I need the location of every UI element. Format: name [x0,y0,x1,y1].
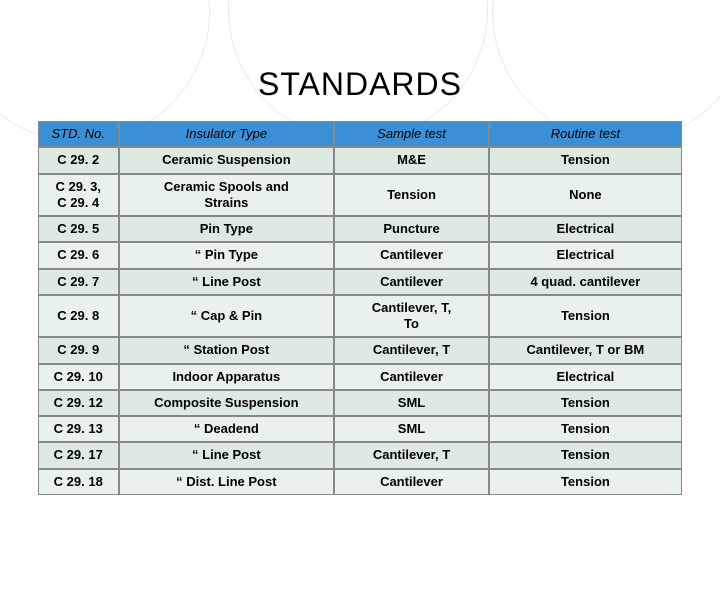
cell-std: C 29. 12 [38,390,119,416]
col-header-sample: Sample test [334,121,489,147]
cell-sample: M&E [334,147,489,173]
cell-std: C 29. 9 [38,337,119,363]
cell-itype: “ Line Post [119,269,335,295]
cell-routine: Cantilever, T or BM [489,337,682,363]
cell-std: C 29. 2 [38,147,119,173]
cell-itype: “ Dist. Line Post [119,469,335,495]
col-header-itype: Insulator Type [119,121,335,147]
cell-sample: Puncture [334,216,489,242]
cell-routine: Tension [489,390,682,416]
table-row: C 29. 12Composite SuspensionSMLTension [38,390,682,416]
table-row: C 29. 6“ Pin TypeCantileverElectrical [38,242,682,268]
cell-itype: “ Deadend [119,416,335,442]
table-row: C 29. 8“ Cap & PinCantilever, T, ToTensi… [38,295,682,338]
cell-sample: Tension [334,174,489,217]
cell-routine: Tension [489,416,682,442]
cell-std: C 29. 6 [38,242,119,268]
table-row: C 29. 10Indoor ApparatusCantileverElectr… [38,364,682,390]
cell-sample: Cantilever [334,364,489,390]
cell-routine: Electrical [489,216,682,242]
col-header-std: STD. No. [38,121,119,147]
cell-routine: Electrical [489,364,682,390]
table-row: C 29. 2Ceramic SuspensionM&ETension [38,147,682,173]
cell-std: C 29. 18 [38,469,119,495]
cell-sample: Cantilever [334,269,489,295]
cell-std: C 29. 10 [38,364,119,390]
cell-std: C 29. 5 [38,216,119,242]
table-row: C 29. 9“ Station PostCantilever, TCantil… [38,337,682,363]
cell-std: C 29. 3, C 29. 4 [38,174,119,217]
cell-itype: “ Station Post [119,337,335,363]
cell-routine: Tension [489,442,682,468]
cell-sample: Cantilever, T, To [334,295,489,338]
table-row: C 29. 3, C 29. 4Ceramic Spools and Strai… [38,174,682,217]
cell-sample: SML [334,416,489,442]
standards-table: STD. No. Insulator Type Sample test Rout… [38,121,682,495]
cell-std: C 29. 7 [38,269,119,295]
cell-sample: Cantilever [334,469,489,495]
cell-sample: Cantilever [334,242,489,268]
cell-sample: Cantilever, T [334,337,489,363]
cell-routine: Tension [489,147,682,173]
cell-routine: Tension [489,469,682,495]
table-header-row: STD. No. Insulator Type Sample test Rout… [38,121,682,147]
col-header-routine: Routine test [489,121,682,147]
cell-itype: “ Pin Type [119,242,335,268]
table-row: C 29. 5Pin TypePunctureElectrical [38,216,682,242]
cell-itype: Ceramic Spools and Strains [119,174,335,217]
table-row: C 29. 13“ DeadendSMLTension [38,416,682,442]
cell-routine: 4 quad. cantilever [489,269,682,295]
cell-std: C 29. 13 [38,416,119,442]
table-row: C 29. 17“ Line PostCantilever, TTension [38,442,682,468]
table-body: C 29. 2Ceramic SuspensionM&ETensionC 29.… [38,147,682,495]
standards-table-wrap: STD. No. Insulator Type Sample test Rout… [0,121,720,495]
cell-sample: SML [334,390,489,416]
table-row: C 29. 18“ Dist. Line PostCantileverTensi… [38,469,682,495]
cell-itype: Pin Type [119,216,335,242]
cell-itype: Ceramic Suspension [119,147,335,173]
cell-routine: Electrical [489,242,682,268]
cell-routine: None [489,174,682,217]
cell-routine: Tension [489,295,682,338]
table-row: C 29. 7“ Line PostCantilever4 quad. cant… [38,269,682,295]
cell-std: C 29. 8 [38,295,119,338]
cell-itype: Indoor Apparatus [119,364,335,390]
cell-itype: Composite Suspension [119,390,335,416]
cell-itype: “ Cap & Pin [119,295,335,338]
page-title: STANDARDS [0,66,720,103]
cell-sample: Cantilever, T [334,442,489,468]
cell-std: C 29. 17 [38,442,119,468]
cell-itype: “ Line Post [119,442,335,468]
